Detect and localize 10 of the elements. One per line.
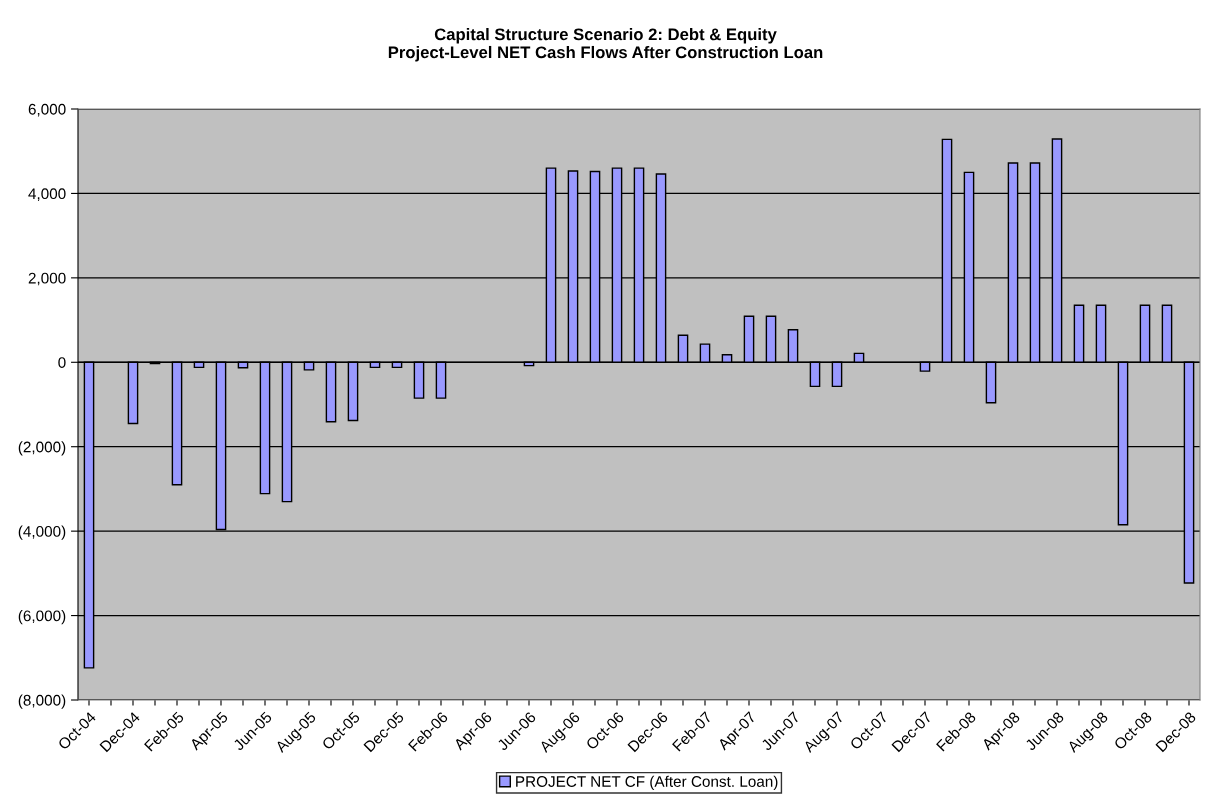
y-tick-label: (8,000) xyxy=(18,694,66,709)
y-tick-label: (6,000) xyxy=(18,610,66,625)
y-tick-label: 2,000 xyxy=(28,272,66,286)
chart-title: Capital Structure Scenario 2: Debt & Equity Project-Level NET Cash Flows After Construction Loan xyxy=(388,28,823,62)
y-tick-label: 0 xyxy=(58,357,66,368)
y-tick-label: (2,000) xyxy=(18,441,66,456)
y-tick-label: 4,000 xyxy=(28,188,66,201)
y-tick-label: (4,000) xyxy=(18,525,66,540)
legend-label: PROJECT NET CF (After Const. Loan) xyxy=(516,775,778,790)
y-tick-label: 6,000 xyxy=(28,103,66,117)
